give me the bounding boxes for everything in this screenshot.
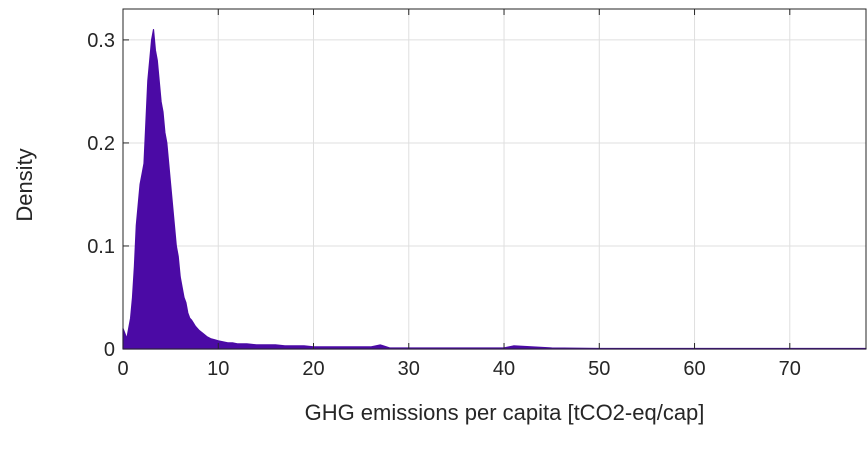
y-tick-label: 0.2 (87, 133, 115, 155)
x-tick-label: 30 (398, 358, 420, 380)
x-tick-label: 60 (683, 358, 705, 380)
x-axis-label: GHG emissions per capita [tCO2-eq/cap] (305, 400, 705, 425)
x-tick-label: 70 (779, 358, 801, 380)
x-tick-label: 0 (117, 358, 128, 380)
grid-lines (123, 9, 866, 349)
y-tick-label: 0 (104, 339, 115, 361)
axes-box (122, 8, 867, 350)
x-tick-label: 20 (302, 358, 324, 380)
y-tick-label: 0.1 (87, 236, 115, 258)
x-tick-label: 50 (588, 358, 610, 380)
x-tick-label: 40 (493, 358, 515, 380)
x-axis-ticks: 0 10 20 30 40 50 60 70 (117, 9, 801, 380)
y-tick-label: 0.3 (87, 30, 115, 52)
density-area (122, 29, 867, 350)
x-tick-label: 10 (207, 358, 229, 380)
y-axis-label: Density (12, 148, 37, 221)
y-axis-ticks: 0 0.1 0.2 0.3 (87, 30, 129, 361)
